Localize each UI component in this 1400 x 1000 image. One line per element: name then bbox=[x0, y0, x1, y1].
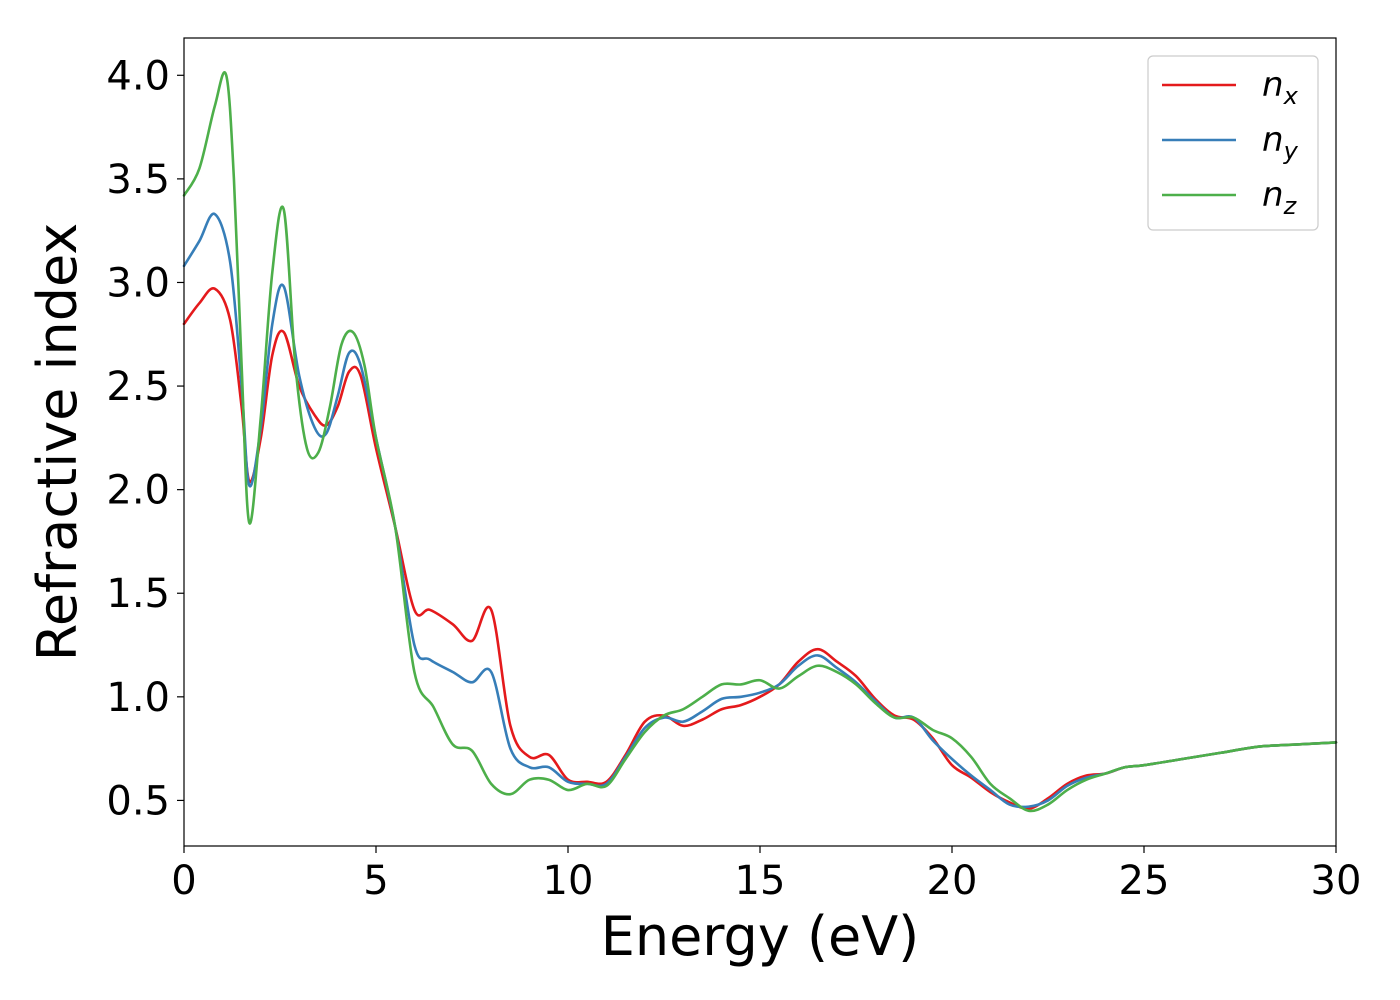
y-tick-label: 3.0 bbox=[106, 260, 170, 306]
series-line-x bbox=[182, 287, 1338, 811]
x-axis-ticks: 0 5 10 15 20 25 30 bbox=[171, 846, 1361, 904]
y-tick-label: 4.0 bbox=[106, 53, 170, 99]
series-layer bbox=[182, 71, 1338, 813]
x-tick-label: 25 bbox=[1119, 858, 1170, 904]
x-tick-label: 5 bbox=[363, 858, 388, 904]
x-tick-label: 15 bbox=[735, 858, 786, 904]
x-axis-title: Energy (eV) bbox=[601, 905, 920, 968]
y-axis-title: Refractive index bbox=[26, 223, 89, 662]
x-tick-label: 20 bbox=[927, 858, 978, 904]
x-tick-label: 30 bbox=[1311, 858, 1362, 904]
y-tick-label: 1.5 bbox=[106, 571, 170, 617]
y-tick-label: 2.0 bbox=[106, 468, 170, 514]
x-tick-label: 0 bbox=[171, 858, 196, 904]
y-axis-ticks: 0.5 1.0 1.5 2.0 2.5 3.0 3.5 4.0 bbox=[106, 53, 184, 824]
y-tick-label: 3.5 bbox=[106, 157, 170, 203]
legend-box bbox=[1147, 55, 1319, 231]
x-tick-label: 10 bbox=[543, 858, 594, 904]
series-line-y bbox=[182, 212, 1338, 809]
series-line-z bbox=[182, 71, 1338, 813]
y-tick-label: 0.5 bbox=[106, 778, 170, 824]
y-tick-label: 1.0 bbox=[106, 675, 170, 721]
y-tick-label: 2.5 bbox=[106, 364, 170, 410]
